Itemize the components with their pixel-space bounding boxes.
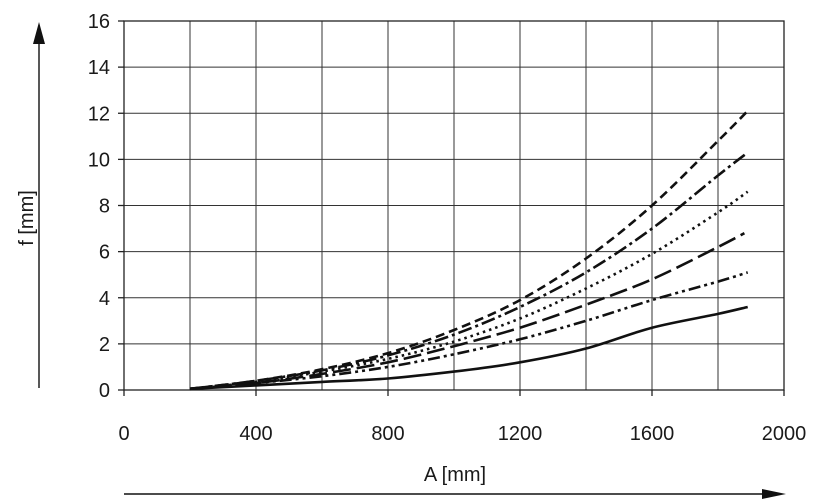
grid-layer: [124, 21, 784, 390]
series-line-dash-dot-dot: [189, 271, 749, 391]
y-tick-label: 16: [88, 11, 110, 33]
y-tick-label: 12: [88, 103, 110, 125]
series-line-dashed: [189, 109, 749, 391]
series-line-dotted: [189, 190, 749, 391]
x-tick-label: 2000: [762, 423, 807, 445]
x-tick-label: 400: [239, 423, 272, 445]
y-tick-label: 4: [99, 288, 110, 310]
y-tick-label: 8: [99, 196, 110, 218]
y-tick-label: 10: [88, 149, 110, 171]
x-axis-arrow-head-icon: [762, 489, 786, 499]
y-tick-label: 2: [99, 334, 110, 356]
series-line-long-dash: [189, 232, 746, 391]
series-layer: [189, 109, 749, 391]
x-axis-label: A [mm]: [424, 464, 486, 486]
x-tick-label: 1200: [498, 423, 543, 445]
x-tick-label: 1600: [630, 423, 675, 445]
y-tick-label: 14: [88, 57, 110, 79]
x-tick-label: 800: [371, 423, 404, 445]
x-tick-label: 0: [118, 423, 129, 445]
series-line-dash-dot: [189, 151, 749, 391]
series-line-solid: [189, 305, 748, 391]
y-axis-arrow-head-icon: [33, 22, 45, 44]
y-tick-label: 6: [99, 242, 110, 264]
tick-layer: 0 400 800 1200 1600 2000 0 2 4 6 8 10 12 14 16: [88, 11, 807, 445]
y-tick-label: 0: [99, 380, 110, 402]
y-axis-label: f [mm]: [16, 190, 38, 246]
